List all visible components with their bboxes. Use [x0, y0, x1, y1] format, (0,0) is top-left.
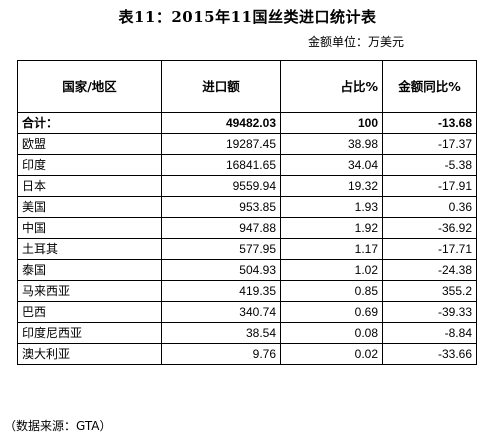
- import-cell: 9559.94: [161, 175, 281, 197]
- import-cell: 19287.45: [161, 133, 281, 155]
- import-cell: 38.54: [161, 322, 281, 344]
- table-title: 表11：2015年11国丝类进口统计表: [118, 8, 377, 26]
- share-cell: 34.04: [280, 154, 383, 176]
- share-cell: 0.08: [280, 322, 383, 344]
- import-cell: 577.95: [161, 238, 281, 260]
- total-import: 49482.03: [161, 112, 281, 134]
- share-cell: 19.32: [280, 175, 383, 197]
- country-cell: 澳大利亚: [17, 343, 162, 365]
- import-cell: 504.93: [161, 259, 281, 281]
- header-row: 国家/地区 进口额 占比% 金额同比%: [17, 60, 477, 113]
- import-cell: 16841.65: [161, 154, 281, 176]
- import-statistics-table: 国家/地区 进口额 占比% 金额同比% 合计： 49482.03 100 -13…: [17, 60, 477, 365]
- country-cell: 印度: [17, 154, 162, 176]
- share-cell: 0.69: [280, 301, 383, 323]
- import-cell: 340.74: [161, 301, 281, 323]
- yoy-cell: -17.37: [382, 133, 477, 155]
- share-cell: 0.85: [280, 280, 383, 302]
- country-cell: 日本: [17, 175, 162, 197]
- total-label: 合计：: [17, 112, 162, 134]
- share-cell: 1.93: [280, 196, 383, 218]
- header-share: 占比%: [280, 60, 383, 113]
- yoy-cell: -24.38: [382, 259, 477, 281]
- yoy-cell: -36.92: [382, 217, 477, 239]
- share-cell: 1.02: [280, 259, 383, 281]
- yoy-cell: -5.38: [382, 154, 477, 176]
- total-row: 合计： 49482.03 100 -13.68: [17, 112, 477, 134]
- table-row: 美国 953.85 1.93 0.36: [17, 196, 477, 218]
- country-cell: 巴西: [17, 301, 162, 323]
- share-cell: 1.92: [280, 217, 383, 239]
- import-cell: 9.76: [161, 343, 281, 365]
- share-cell: 1.17: [280, 238, 383, 260]
- yoy-cell: -17.71: [382, 238, 477, 260]
- table-row: 泰国 504.93 1.02 -24.38: [17, 259, 477, 281]
- yoy-cell: -39.33: [382, 301, 477, 323]
- country-cell: 中国: [17, 217, 162, 239]
- country-cell: 土耳其: [17, 238, 162, 260]
- table-row: 日本 9559.94 19.32 -17.91: [17, 175, 477, 197]
- import-cell: 947.88: [161, 217, 281, 239]
- yoy-cell: 355.2: [382, 280, 477, 302]
- header-import: 进口额: [161, 60, 281, 113]
- import-cell: 953.85: [161, 196, 281, 218]
- import-cell: 419.35: [161, 280, 281, 302]
- yoy-cell: -17.91: [382, 175, 477, 197]
- table-row: 印度 16841.65 34.04 -5.38: [17, 154, 477, 176]
- table-row: 中国 947.88 1.92 -36.92: [17, 217, 477, 239]
- unit-note: 金额单位：万美元: [308, 35, 405, 49]
- country-cell: 泰国: [17, 259, 162, 281]
- country-cell: 欧盟: [17, 133, 162, 155]
- country-cell: 马来西亚: [17, 280, 162, 302]
- total-yoy: -13.68: [382, 112, 477, 134]
- header-yoy: 金额同比%: [382, 60, 477, 113]
- country-cell: 美国: [17, 196, 162, 218]
- table-row: 马来西亚 419.35 0.85 355.2: [17, 280, 477, 302]
- table-row: 土耳其 577.95 1.17 -17.71: [17, 238, 477, 260]
- country-cell: 印度尼西亚: [17, 322, 162, 344]
- table-row: 巴西 340.74 0.69 -39.33: [17, 301, 477, 323]
- yoy-cell: 0.36: [382, 196, 477, 218]
- table-row: 澳大利亚 9.76 0.02 -33.66: [17, 343, 477, 365]
- table-row: 印度尼西亚 38.54 0.08 -8.84: [17, 322, 477, 344]
- share-cell: 38.98: [280, 133, 383, 155]
- table-row: 欧盟 19287.45 38.98 -17.37: [17, 133, 477, 155]
- header-country: 国家/地区: [17, 60, 162, 113]
- yoy-cell: -8.84: [382, 322, 477, 344]
- yoy-cell: -33.66: [382, 343, 477, 365]
- share-cell: 0.02: [280, 343, 383, 365]
- total-share: 100: [280, 112, 383, 134]
- data-source-note: （数据来源：GTA）: [4, 419, 112, 433]
